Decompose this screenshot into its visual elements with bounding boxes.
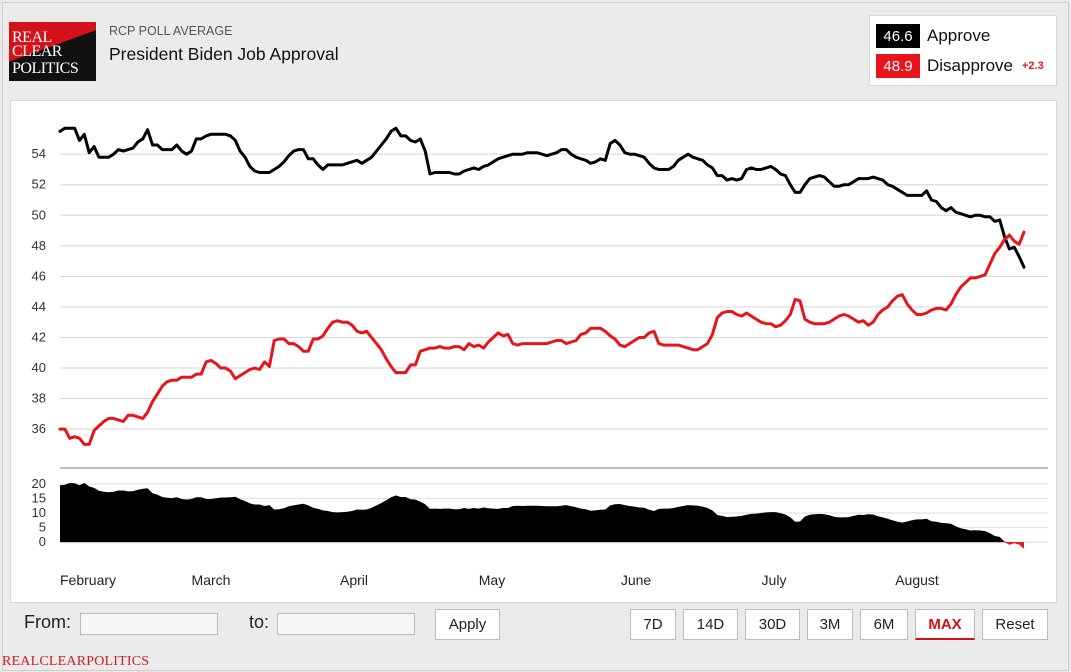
spread-tick-label: 5 (39, 520, 46, 535)
x-tick-label: February (60, 572, 116, 588)
y-tick-label: 54 (32, 146, 46, 161)
rcp-logo[interactable]: REAL CLEAR POLITICS (9, 22, 96, 81)
apply-button[interactable]: Apply (435, 609, 500, 640)
logo-red-band (9, 22, 96, 62)
x-tick-label: March (192, 572, 231, 588)
spread-tick-label: 20 (32, 476, 46, 491)
x-tick-label: August (895, 572, 939, 588)
range-14d-button[interactable]: 14D (683, 609, 738, 640)
logo-line-3: POLITICS (12, 60, 79, 77)
to-date-input[interactable] (277, 613, 415, 635)
y-tick-label: 40 (32, 360, 46, 375)
series-line-approve (58, 126, 1026, 269)
legend-approve-label: Approve (927, 26, 991, 45)
legend: 46.6 Approve 48.9 Disapprove +2.3 (869, 15, 1057, 86)
x-tick-label: June (621, 572, 652, 588)
y-tick-label: 38 (32, 391, 46, 406)
range-3m-button[interactable]: 3M (807, 609, 853, 640)
chart-title: President Biden Job Approval (109, 44, 339, 64)
spread-area-disapprove (60, 542, 1024, 549)
range-7d-button[interactable]: 7D (630, 609, 676, 640)
legend-disapprove: 48.9 Disapprove +2.3 (876, 54, 1044, 78)
x-tick-label: May (479, 572, 505, 588)
y-tick-label: 48 (32, 238, 46, 253)
y-tick-label: 42 (32, 329, 46, 344)
legend-disapprove-change: +2.3 (1022, 60, 1044, 72)
logo-line-2: CLEAR (12, 43, 62, 60)
x-tick-label: April (340, 572, 368, 588)
spread-area-approve (60, 483, 1024, 543)
to-label: to: (249, 612, 270, 632)
legend-approve: 46.6 Approve (876, 24, 990, 48)
range-6m-button[interactable]: 6M (860, 609, 908, 640)
legend-approve-value: 46.6 (876, 24, 920, 48)
y-tick-label: 50 (32, 207, 46, 222)
y-tick-label: 44 (32, 299, 46, 314)
spread-tick-label: 0 (39, 534, 46, 549)
y-tick-label: 46 (32, 268, 46, 283)
legend-disapprove-label: Disapprove (927, 56, 1013, 75)
footer-brand[interactable]: REALCLEARPOLITICS (2, 654, 150, 669)
legend-disapprove-value: 48.9 (876, 54, 920, 78)
spread-tick-label: 10 (32, 505, 46, 520)
reset-button[interactable]: Reset (982, 609, 1048, 640)
range-30d-button[interactable]: 30D (745, 609, 800, 640)
x-tick-label: July (762, 572, 787, 588)
poll-average-kicker: RCP POLL AVERAGE (109, 24, 233, 38)
logo-line-1: REAL (12, 29, 52, 46)
from-date-input[interactable] (80, 613, 218, 635)
y-tick-label: 36 (32, 421, 46, 436)
spread-tick-label: 15 (32, 490, 46, 505)
range-max-button[interactable]: MAX (915, 609, 975, 640)
from-label: From: (24, 612, 71, 632)
y-tick-label: 52 (32, 177, 46, 192)
series-line-disapprove (58, 230, 1026, 446)
